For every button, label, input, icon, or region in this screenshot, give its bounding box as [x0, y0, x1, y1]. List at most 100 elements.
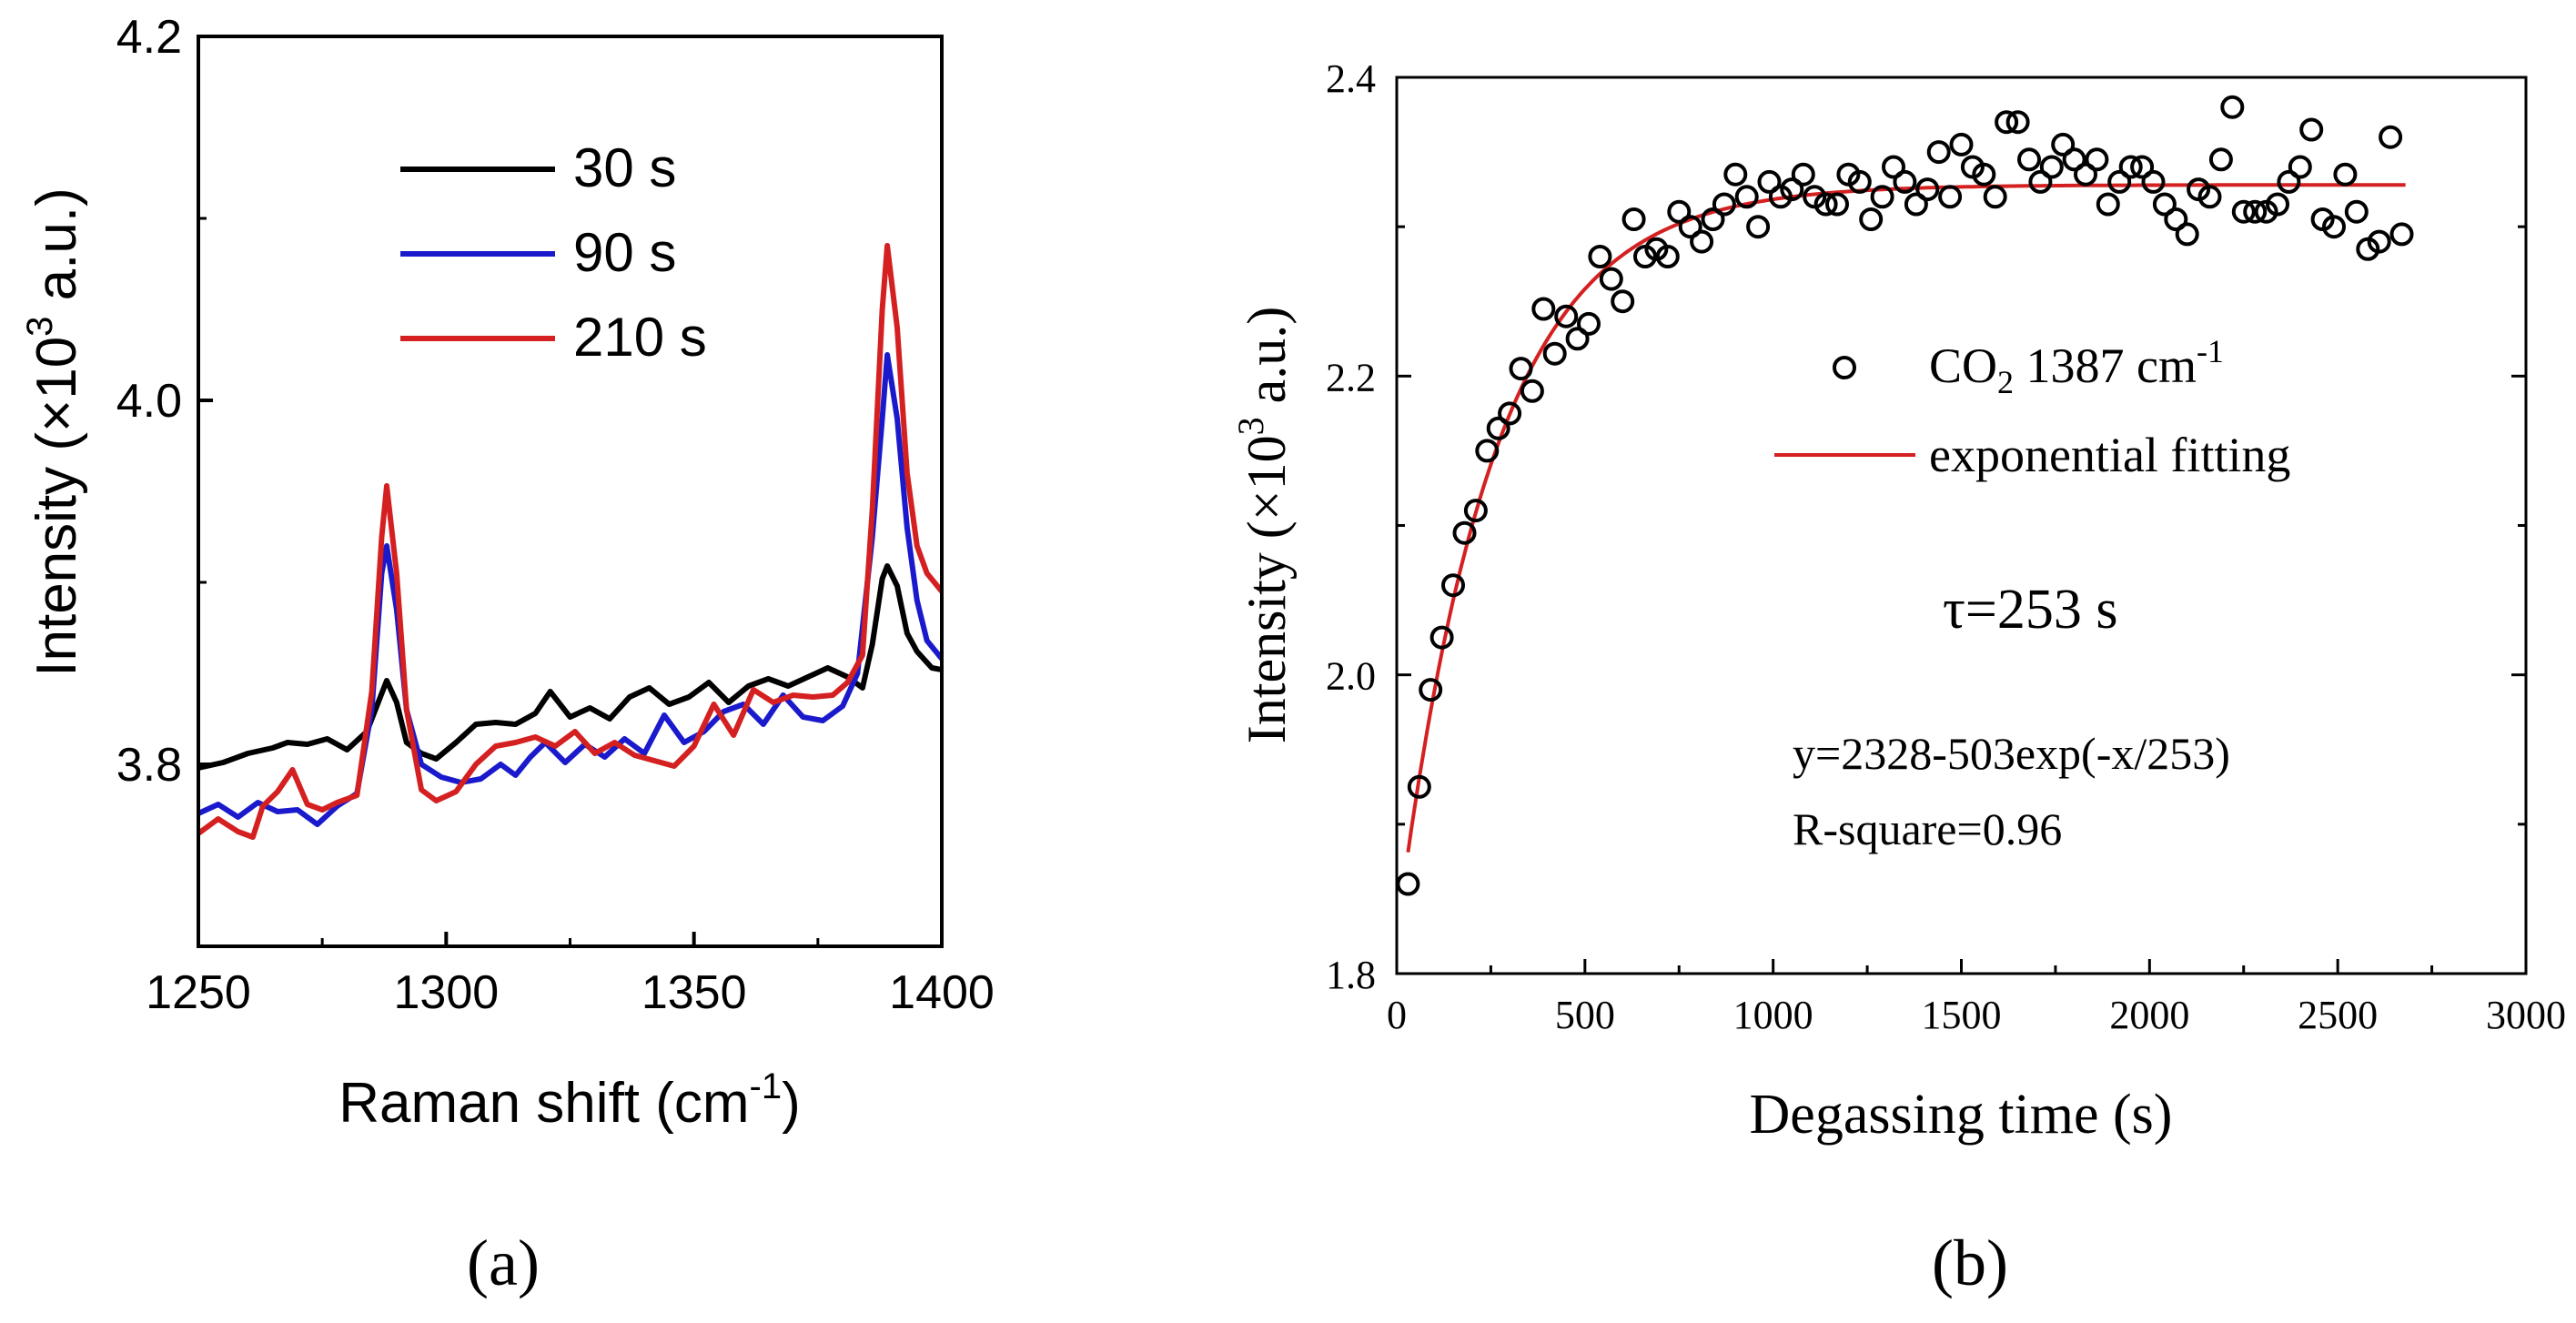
data-point [1542, 341, 1567, 366]
data-point [1926, 140, 1951, 165]
data-point [1791, 162, 1815, 187]
legend-b: CO2 1387 cm-1 exponential fitting [1774, 333, 2290, 482]
data-point [1712, 192, 1736, 217]
data-point [1554, 304, 1579, 328]
data-point [1746, 215, 1771, 239]
data-point [2243, 199, 2268, 224]
data-point [2141, 169, 2166, 194]
y-axis-label-b: Intensity (×103 a.u.) [1230, 307, 1297, 743]
data-point [1599, 267, 1623, 291]
data-point [1678, 215, 1702, 239]
chart-panel-b: 0 500 1000 1500 2000 2500 3000 1.8 2.0 2.2 2.4 CO2… [1230, 56, 2566, 1299]
data-point [2107, 169, 2132, 194]
data-point [1972, 162, 1996, 187]
equation-annotation: y=2328-503exp(-x/253) [1793, 728, 2230, 779]
data-point [2389, 222, 2414, 247]
data-point [1915, 177, 1940, 202]
legend-label-210s: 210 s [573, 307, 707, 368]
data-point [1588, 245, 1612, 268]
data-point [1882, 155, 1905, 179]
data-point [1780, 177, 1804, 202]
data-point [2344, 199, 2369, 224]
fit-curve [1406, 183, 2406, 853]
y-tick-label-b: 2.2 [1326, 355, 1376, 399]
x-tick-label-b: 0 [1387, 993, 1407, 1037]
data-point [1859, 207, 1884, 231]
data-point [2005, 110, 2030, 135]
x-tick-label-b: 500 [1555, 993, 1615, 1037]
data-point [1655, 245, 1680, 268]
data-point [2062, 147, 2086, 172]
data-point [2197, 185, 2222, 209]
data-point [1565, 327, 1590, 351]
x-tick-label-b: 2500 [2298, 993, 2378, 1037]
data-point [1847, 169, 1872, 194]
data-point [1995, 110, 2019, 135]
data-point [1509, 357, 1533, 381]
data-point [2074, 162, 2097, 187]
data-point [2208, 147, 2233, 172]
tau-annotation: τ=253 s [1943, 579, 2118, 641]
data-point [1757, 169, 1782, 194]
data-point [1419, 678, 1443, 702]
data-point [1498, 401, 1522, 426]
data-point [2039, 155, 2064, 179]
data-point [1734, 185, 1759, 209]
chart-panel-a: 1250 1300 1350 1400 3.8 4.0 4.2 30 s 90 s 210 … [20, 11, 995, 1299]
x-tick-label-a: 1350 [641, 966, 747, 1019]
y-tick-label-b: 2.4 [1326, 56, 1376, 101]
data-point [2367, 229, 2391, 254]
legend-label-30s: 30 s [573, 137, 676, 198]
data-point [2017, 147, 2041, 172]
y-tick-label-b: 1.8 [1326, 953, 1376, 997]
rsquare-annotation: R-square=0.96 [1793, 803, 2062, 854]
legend-marker-co2 [1833, 356, 1856, 379]
data-point [2164, 207, 2188, 231]
data-point [2379, 125, 2403, 149]
data-point [1813, 192, 1838, 217]
y-tick-label-a: 3.8 [116, 739, 182, 792]
data-point [2277, 169, 2301, 194]
data-point [2085, 147, 2109, 172]
x-tick-label-a: 1400 [889, 966, 995, 1019]
data-point [2118, 155, 2143, 179]
data-point [2028, 169, 2053, 194]
data-point [2288, 155, 2312, 179]
data-point [2333, 162, 2358, 187]
data-point [1723, 162, 1748, 187]
x-axis-label-b: Degassing time (s) [1750, 1084, 2173, 1146]
data-point [1825, 192, 1849, 217]
panel-label-a: (a) [467, 1227, 540, 1299]
data-point [1407, 774, 1431, 799]
series-line-210s [198, 243, 942, 840]
y-axis-label-a: Intensity (×103 a.u.) [20, 187, 88, 676]
data-point [1452, 520, 1477, 545]
data-point [1667, 199, 1692, 224]
x-tick-label-a: 1250 [146, 966, 251, 1019]
data-point [1690, 229, 1714, 254]
data-point [2130, 155, 2155, 179]
data-point [1441, 573, 1465, 598]
data-point [1611, 289, 1635, 314]
panel-label-b: (b) [1932, 1227, 2008, 1299]
data-point [2152, 192, 2177, 217]
data-point [1520, 379, 1544, 403]
x-tick-label-a: 1300 [393, 966, 499, 1019]
y-tick-label-a: 4.0 [116, 375, 182, 428]
x-tick-label-b: 1500 [1922, 993, 2002, 1037]
data-point [2096, 192, 2120, 217]
x-axis-label-a: Raman shift (cm-1) [338, 1066, 801, 1135]
data-point [1904, 192, 1928, 217]
x-tick-label-b: 1000 [1733, 993, 1813, 1037]
y-tick-label-b: 2.0 [1326, 654, 1376, 699]
data-point [1577, 311, 1601, 336]
legend-label-fit: exponential fitting [1929, 428, 2290, 482]
data-point [1621, 207, 1646, 231]
data-point [1893, 169, 1917, 194]
data-point [2322, 215, 2346, 239]
x-tick-label-b: 2000 [2109, 993, 2189, 1037]
data-point [1463, 499, 1488, 523]
data-point [2266, 192, 2289, 217]
data-point [2175, 222, 2199, 247]
x-tick-label-b: 3000 [2486, 993, 2566, 1037]
